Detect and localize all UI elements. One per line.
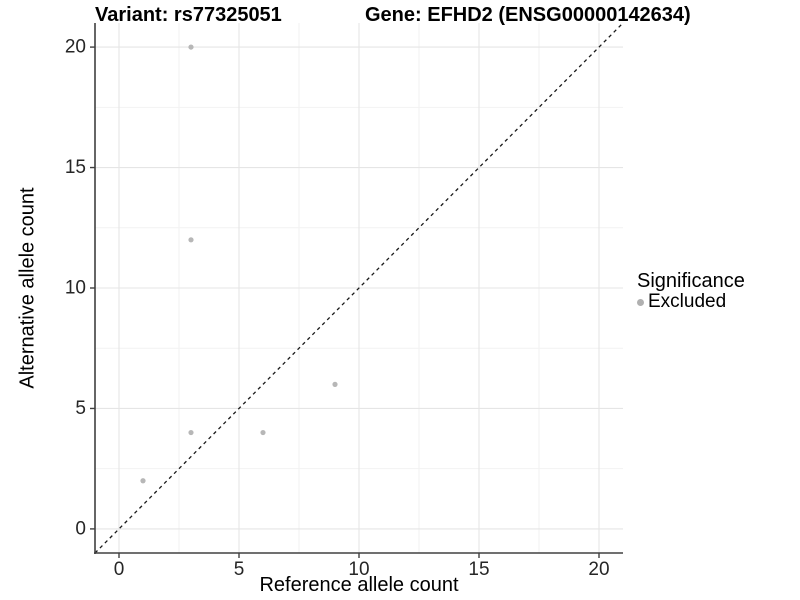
legend-item-excluded: Excluded (637, 292, 745, 312)
y-tick-label: 0 (75, 518, 86, 539)
y-tick-label: 10 (65, 278, 86, 299)
legend-title: Significance (637, 270, 745, 292)
x-tick-label: 0 (114, 559, 125, 580)
data-point (188, 429, 194, 436)
plot-title-gene: Gene: EFHD2 (ENSG00000142634) (365, 4, 691, 26)
y-tick-label: 20 (65, 37, 86, 58)
x-tick-label: 5 (234, 559, 245, 580)
data-point (188, 44, 194, 50)
x-tick-label: 20 (588, 559, 609, 580)
legend-point-icon (637, 298, 644, 306)
data-point (188, 237, 194, 243)
legend: Significance Excluded (637, 270, 745, 312)
legend-item-label: Excluded (648, 291, 727, 312)
x-tick-label: 10 (348, 559, 369, 580)
x-axis-label: Reference allele count (259, 574, 459, 596)
data-point (140, 478, 146, 484)
identity-line (94, 22, 624, 554)
x-tick-label: 15 (468, 559, 489, 580)
plot-title-variant: Variant: rs77325051 (95, 4, 282, 26)
data-point (332, 381, 338, 387)
y-tick-label: 15 (65, 157, 86, 178)
y-tick-label: 5 (75, 398, 86, 419)
data-point (260, 429, 266, 436)
